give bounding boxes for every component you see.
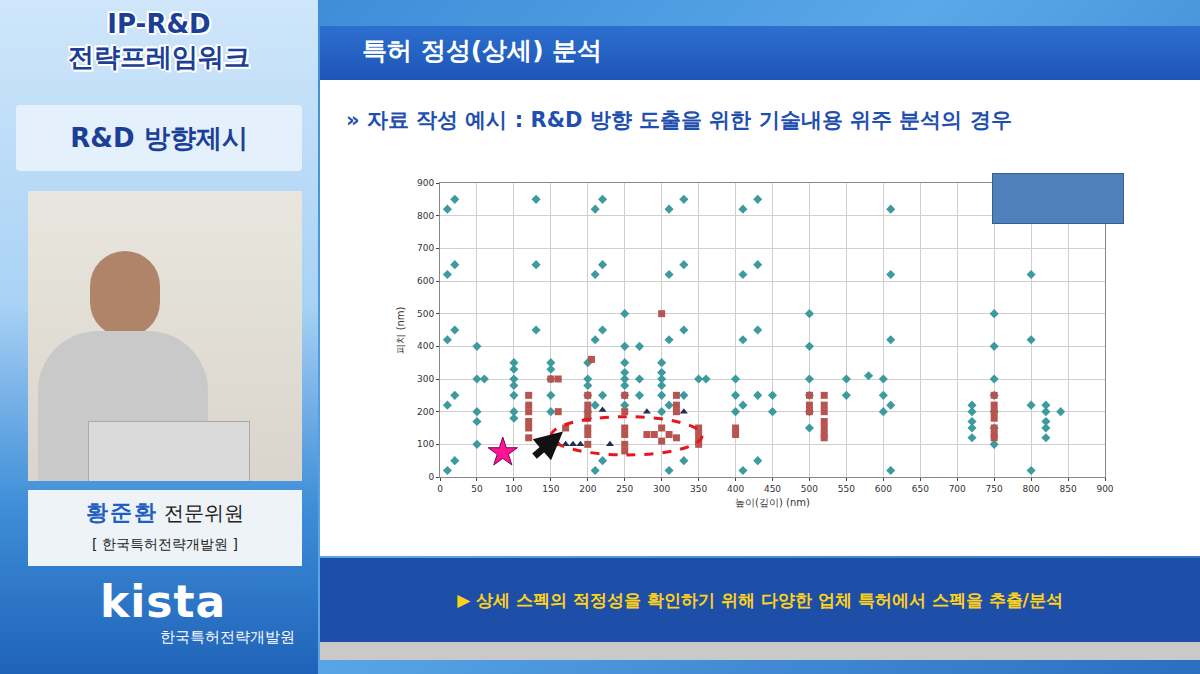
svg-text:300: 300 (653, 484, 670, 494)
svg-text:500: 500 (417, 309, 434, 319)
svg-text:200: 200 (579, 484, 596, 494)
svg-text:250: 250 (616, 484, 633, 494)
svg-text:900: 900 (417, 178, 434, 188)
html-text:▶ 상세 스펙의 적정성을 확인하기 위해 다양한 업체 특: ▶ 상세 스펙의 적정성을 확인하기 위해 다양한 업체 특허에서 스펙을 추출… (457, 590, 1063, 610)
svg-text:450: 450 (764, 484, 781, 494)
svg-text:400: 400 (417, 341, 434, 351)
svg-text:600: 600 (875, 484, 892, 494)
html-text:» 자료 작성 예시 : R&D 방향 도출을 위한 기술내: » 자료 작성 예시 : R&D 방향 도출을 위한 기술내용 위주 분석의 경… (346, 108, 1012, 132)
svg-text:0: 0 (428, 472, 434, 482)
svg-text:0: 0 (437, 484, 443, 494)
svg-text:높이(깊이) (nm): 높이(깊이) (nm) (735, 497, 810, 508)
svg-text:150: 150 (542, 484, 559, 494)
html-text:IP-R&D: IP-R&D (107, 9, 211, 39)
svg-text:800: 800 (1023, 484, 1040, 494)
svg-text:50: 50 (471, 484, 483, 494)
svg-text:100: 100 (505, 484, 522, 494)
svg-text:900: 900 (1096, 484, 1113, 494)
svg-text:750: 750 (986, 484, 1003, 494)
svg-text:피치 (nm): 피치 (nm) (395, 306, 406, 353)
html-text:황준환전문위원: 황준환전문위원 (85, 500, 245, 525)
svg-text:200: 200 (417, 407, 434, 417)
svg-text:300: 300 (417, 374, 434, 384)
svg-text:850: 850 (1059, 484, 1076, 494)
html-text:R&D 방향제시: R&D 방향제시 (70, 123, 248, 153)
html-text:특허 정성(상세) 분석: 특허 정성(상세) 분석 (362, 36, 603, 65)
html-text:한국특허전략개발원: 한국특허전략개발원 (160, 628, 295, 646)
html-text:[ 한국특허전략개발원 ]: [ 한국특허전략개발원 ] (92, 536, 238, 552)
svg-text:500: 500 (801, 484, 818, 494)
html-text:전략프레임워크: 전략프레임워크 (68, 42, 250, 72)
svg-text:400: 400 (727, 484, 744, 494)
svg-text:100: 100 (417, 439, 434, 449)
svg-text:650: 650 (912, 484, 929, 494)
svg-text:550: 550 (838, 484, 855, 494)
html-text:kista: kista (100, 576, 227, 627)
svg-text:350: 350 (690, 484, 707, 494)
svg-text:800: 800 (417, 211, 434, 221)
svg-text:600: 600 (417, 276, 434, 286)
svg-text:700: 700 (949, 484, 966, 494)
svg-text:700: 700 (417, 243, 434, 253)
